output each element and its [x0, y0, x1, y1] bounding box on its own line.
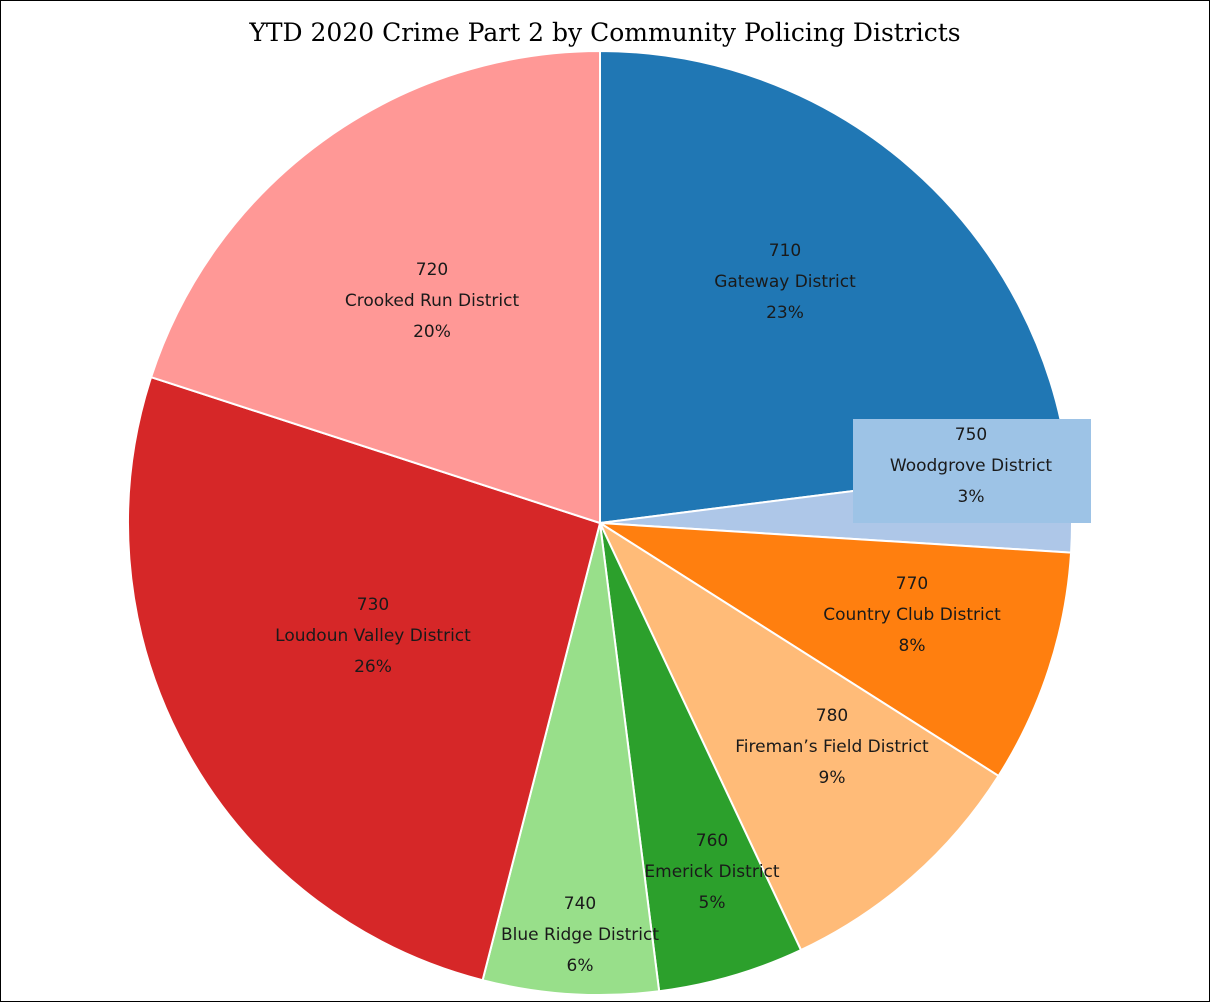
- pie-slice-740: [481, 522, 661, 996]
- slice-label-750: 750 Woodgrove District 3%: [853, 419, 1091, 523]
- pie-slice-710: [599, 49, 1070, 525]
- slice-code-740: 740: [564, 894, 596, 914]
- pie-slice-730: [127, 375, 602, 982]
- slice-label-720: 720 Crooked Run District 20%: [345, 260, 520, 342]
- slice-percent-770: 8%: [899, 636, 926, 656]
- slice-name-740: Blue Ridge District: [501, 925, 659, 945]
- slice-name-730: Loudoun Valley District: [275, 626, 471, 646]
- pie-slices: [127, 49, 1073, 996]
- pie-slice-720: [149, 49, 601, 525]
- slice-percent-730: 26%: [354, 657, 392, 677]
- slice-code-760: 760: [696, 831, 728, 851]
- pie-labels: 710 Gateway District 23% 750 Woodgrove Distr…: [275, 241, 1091, 976]
- slice-name-720: Crooked Run District: [345, 291, 520, 311]
- slice-label-710: 710 Gateway District 23%: [714, 241, 856, 323]
- slice-percent-710: 23%: [766, 303, 804, 323]
- slice-label-760: 760 Emerick District 5%: [644, 831, 779, 913]
- slice-label-780: 780 Fireman’s Field District 9%: [735, 706, 929, 788]
- label-box-750: [853, 419, 1091, 523]
- chart-title: YTD 2020 Crime Part 2 by Community Polic…: [249, 18, 961, 47]
- pie-slice-770: [599, 522, 1073, 778]
- slice-label-740: 740 Blue Ridge District 6%: [501, 894, 659, 976]
- slice-label-730: 730 Loudoun Valley District 26%: [275, 595, 471, 677]
- slice-percent-760: 5%: [699, 893, 726, 913]
- pie-slice-780: [597, 520, 1000, 952]
- slice-name-750: Woodgrove District: [890, 456, 1053, 476]
- slice-code-750: 750: [955, 425, 987, 445]
- slice-percent-750: 3%: [958, 487, 985, 507]
- slice-percent-720: 20%: [413, 322, 451, 342]
- slice-code-730: 730: [357, 595, 389, 615]
- slice-percent-780: 9%: [819, 768, 846, 788]
- slice-code-720: 720: [416, 260, 448, 280]
- slice-code-710: 710: [769, 241, 801, 261]
- pie-slice-760: [599, 522, 803, 993]
- slice-label-770: 770 Country Club District 8%: [823, 574, 1001, 656]
- slice-code-770: 770: [896, 574, 928, 594]
- slice-name-710: Gateway District: [714, 272, 856, 292]
- slice-name-780: Fireman’s Field District: [735, 737, 929, 757]
- slice-code-780: 780: [816, 706, 848, 726]
- slice-percent-740: 6%: [567, 956, 594, 976]
- slice-name-760: Emerick District: [644, 862, 779, 882]
- slice-name-770: Country Club District: [823, 605, 1001, 625]
